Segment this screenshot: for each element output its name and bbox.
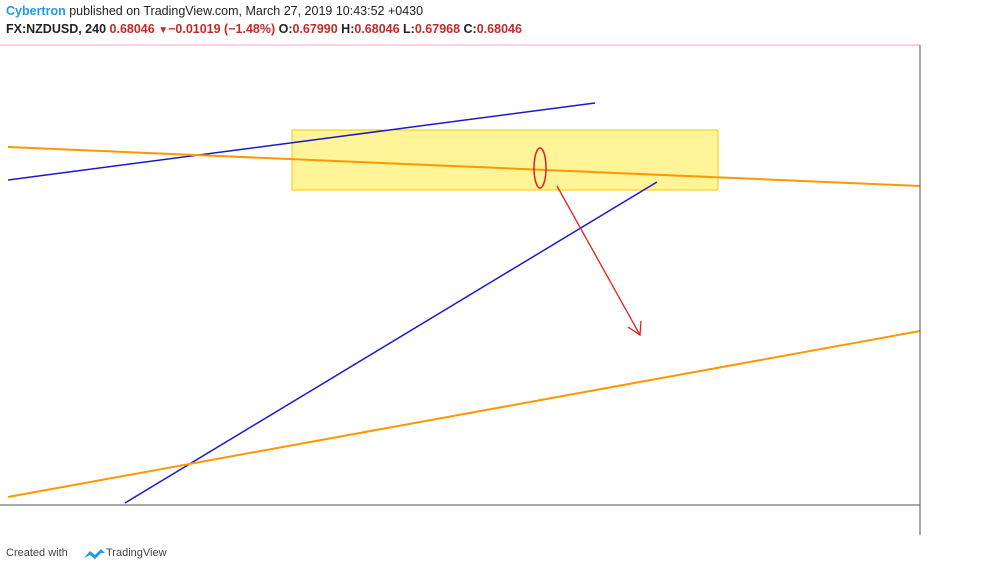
- trend-upper: [7, 146, 921, 187]
- resistance-zone: [291, 129, 719, 191]
- brand-logo: [84, 549, 105, 559]
- forecast-arrow: [556, 185, 641, 336]
- l-label: L:: [403, 22, 415, 36]
- channel-upper: [7, 102, 596, 181]
- last-price: 0.68046: [110, 22, 155, 36]
- o-label: O:: [279, 22, 293, 36]
- trend-lower: [7, 330, 921, 498]
- footer-brand: TradingView: [106, 547, 167, 559]
- highlight-ellipse: [533, 147, 547, 189]
- publish-line: Cybertron published on TradingView.com, …: [6, 4, 423, 18]
- direction: ▼: [158, 25, 168, 36]
- published: published on TradingView.com, March 27, …: [69, 4, 423, 18]
- footer: Created with TradingView: [6, 547, 167, 559]
- change: −0.01019 (−1.48%): [168, 22, 275, 36]
- open: 0.67990: [293, 22, 338, 36]
- high: 0.68046: [354, 22, 399, 36]
- quote-line: FX:NZDUSD, 240 0.68046 ▼−0.01019 (−1.48%…: [6, 22, 522, 36]
- drawings: [7, 102, 921, 504]
- close: 0.68046: [477, 22, 522, 36]
- footer-prefix: Created with: [6, 547, 68, 559]
- c-label: C:: [464, 22, 477, 36]
- h-label: H:: [341, 22, 354, 36]
- arrow-head: [627, 320, 642, 337]
- channel-lower: [124, 181, 658, 504]
- symbol: FX:NZDUSD, 240: [6, 22, 106, 36]
- author: Cybertron: [6, 4, 66, 18]
- low: 0.67968: [415, 22, 460, 36]
